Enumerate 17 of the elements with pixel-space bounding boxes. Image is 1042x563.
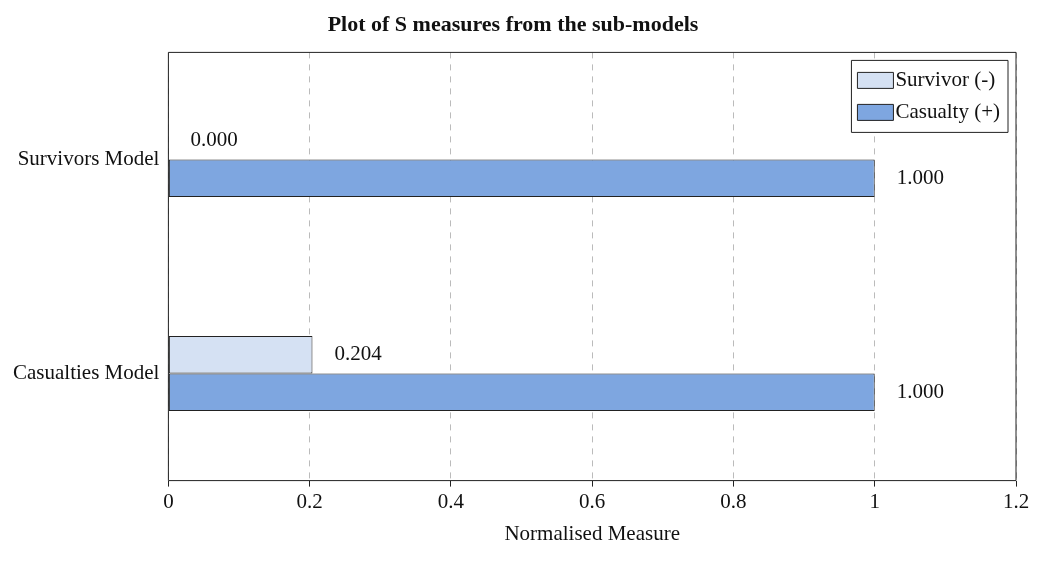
y-tick-label: Survivors Model bbox=[17, 145, 160, 170]
data-label: 1.000 bbox=[896, 164, 944, 189]
x-tick-label: 0.8 bbox=[720, 488, 747, 513]
legend-label: Casualty (+) bbox=[895, 98, 1001, 123]
x-tick-label: 1 bbox=[869, 488, 880, 513]
x-tick-label: 0 bbox=[163, 488, 174, 513]
chart-title: Plot of S measures from the sub-models bbox=[327, 10, 699, 36]
x-tick-label: 0.4 bbox=[437, 488, 465, 513]
data-label: 0.204 bbox=[334, 341, 383, 366]
x-tick-label: 0.2 bbox=[296, 488, 323, 513]
legend-label: Survivor (-) bbox=[895, 66, 996, 91]
data-label: 0.000 bbox=[190, 127, 238, 152]
y-tick-label: Casualties Model bbox=[12, 360, 160, 385]
data-label: 1.000 bbox=[896, 378, 944, 403]
x-axis-title: Normalised Measure bbox=[504, 520, 680, 545]
x-tick-label: 0.6 bbox=[579, 488, 606, 513]
x-tick-label: 1.2 bbox=[1002, 488, 1030, 513]
